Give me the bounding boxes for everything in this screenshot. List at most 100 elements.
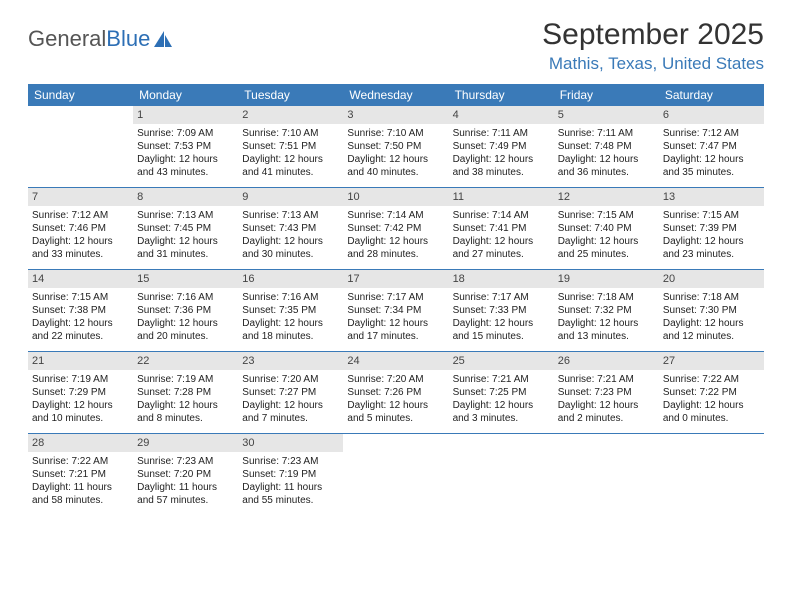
- day-cell: [28, 106, 133, 188]
- logo-word-2: Blue: [106, 26, 150, 52]
- day-cell: 21Sunrise: 7:19 AMSunset: 7:29 PMDayligh…: [28, 352, 133, 434]
- sunrise-line: Sunrise: 7:16 AM: [137, 291, 234, 304]
- daylight-line: Daylight: 12 hours and 30 minutes.: [242, 235, 339, 261]
- weekday-header: Saturday: [659, 84, 764, 106]
- day-cell: 26Sunrise: 7:21 AMSunset: 7:23 PMDayligh…: [554, 352, 659, 434]
- day-cell: 16Sunrise: 7:16 AMSunset: 7:35 PMDayligh…: [238, 270, 343, 352]
- sunrise-line: Sunrise: 7:18 AM: [558, 291, 655, 304]
- daylight-line: Daylight: 12 hours and 28 minutes.: [347, 235, 444, 261]
- sunrise-line: Sunrise: 7:14 AM: [347, 209, 444, 222]
- day-cell: 13Sunrise: 7:15 AMSunset: 7:39 PMDayligh…: [659, 188, 764, 270]
- day-cell: 7Sunrise: 7:12 AMSunset: 7:46 PMDaylight…: [28, 188, 133, 270]
- sunrise-line: Sunrise: 7:23 AM: [137, 455, 234, 468]
- day-cell: 3Sunrise: 7:10 AMSunset: 7:50 PMDaylight…: [343, 106, 448, 188]
- sunset-line: Sunset: 7:32 PM: [558, 304, 655, 317]
- sunset-line: Sunset: 7:46 PM: [32, 222, 129, 235]
- day-number: 21: [28, 352, 133, 370]
- day-number: 1: [133, 106, 238, 124]
- header: GeneralBlue September 2025 Mathis, Texas…: [28, 18, 764, 74]
- sunset-line: Sunset: 7:34 PM: [347, 304, 444, 317]
- calendar-grid: 1Sunrise: 7:09 AMSunset: 7:53 PMDaylight…: [28, 106, 764, 516]
- daylight-line: Daylight: 12 hours and 40 minutes.: [347, 153, 444, 179]
- day-number: 3: [343, 106, 448, 124]
- sunset-line: Sunset: 7:20 PM: [137, 468, 234, 481]
- sunset-line: Sunset: 7:25 PM: [453, 386, 550, 399]
- day-cell: 5Sunrise: 7:11 AMSunset: 7:48 PMDaylight…: [554, 106, 659, 188]
- sunrise-line: Sunrise: 7:17 AM: [453, 291, 550, 304]
- day-cell: 23Sunrise: 7:20 AMSunset: 7:27 PMDayligh…: [238, 352, 343, 434]
- sunrise-line: Sunrise: 7:22 AM: [663, 373, 760, 386]
- logo-sail-icon: [152, 29, 174, 49]
- sunset-line: Sunset: 7:28 PM: [137, 386, 234, 399]
- day-number: 18: [449, 270, 554, 288]
- day-cell: 10 Sunrise: 7:14 AMSunset: 7:42 PMDayligh…: [343, 188, 448, 270]
- daylight-line: Daylight: 12 hours and 27 minutes.: [453, 235, 550, 261]
- daylight-line: Daylight: 12 hours and 3 minutes.: [453, 399, 550, 425]
- daylight-line: Daylight: 12 hours and 10 minutes.: [32, 399, 129, 425]
- sunrise-line: Sunrise: 7:16 AM: [242, 291, 339, 304]
- sunset-line: Sunset: 7:49 PM: [453, 140, 550, 153]
- daylight-line: Daylight: 11 hours and 57 minutes.: [137, 481, 234, 507]
- sunset-line: Sunset: 7:19 PM: [242, 468, 339, 481]
- sunrise-line: Sunrise: 7:12 AM: [663, 127, 760, 140]
- sunset-line: Sunset: 7:51 PM: [242, 140, 339, 153]
- sunset-line: Sunset: 7:38 PM: [32, 304, 129, 317]
- day-number: 27: [659, 352, 764, 370]
- day-cell: 11Sunrise: 7:14 AMSunset: 7:41 PMDayligh…: [449, 188, 554, 270]
- logo: GeneralBlue: [28, 18, 174, 52]
- sunrise-line: Sunrise: 7:15 AM: [558, 209, 655, 222]
- day-cell: [343, 434, 448, 516]
- sunset-line: Sunset: 7:53 PM: [137, 140, 234, 153]
- calendar: SundayMondayTuesdayWednesdayThursdayFrid…: [28, 84, 764, 516]
- daylight-line: Daylight: 12 hours and 22 minutes.: [32, 317, 129, 343]
- weekday-header: Wednesday: [343, 84, 448, 106]
- day-number: 12: [554, 188, 659, 206]
- sunset-line: Sunset: 7:36 PM: [137, 304, 234, 317]
- day-number: 14: [28, 270, 133, 288]
- daylight-line: Daylight: 12 hours and 15 minutes.: [453, 317, 550, 343]
- daylight-line: Daylight: 12 hours and 17 minutes.: [347, 317, 444, 343]
- sunset-line: Sunset: 7:45 PM: [137, 222, 234, 235]
- sunset-line: Sunset: 7:48 PM: [558, 140, 655, 153]
- day-cell: 30Sunrise: 7:23 AMSunset: 7:19 PMDayligh…: [238, 434, 343, 516]
- day-number: 7: [28, 188, 133, 206]
- day-number: 15: [133, 270, 238, 288]
- day-number: 10: [343, 188, 448, 206]
- sunset-line: Sunset: 7:33 PM: [453, 304, 550, 317]
- sunrise-line: Sunrise: 7:15 AM: [32, 291, 129, 304]
- day-cell: 4Sunrise: 7:11 AMSunset: 7:49 PMDaylight…: [449, 106, 554, 188]
- sunrise-line: Sunrise: 7:10 AM: [347, 127, 444, 140]
- daylight-line: Daylight: 12 hours and 31 minutes.: [137, 235, 234, 261]
- daylight-line: Daylight: 12 hours and 41 minutes.: [242, 153, 339, 179]
- daylight-line: Daylight: 12 hours and 38 minutes.: [453, 153, 550, 179]
- day-number: 19: [554, 270, 659, 288]
- day-number: 6: [659, 106, 764, 124]
- sunrise-line: Sunrise: 7:21 AM: [453, 373, 550, 386]
- daylight-line: Daylight: 12 hours and 12 minutes.: [663, 317, 760, 343]
- sunrise-line: Sunrise: 7:10 AM: [242, 127, 339, 140]
- sunset-line: Sunset: 7:23 PM: [558, 386, 655, 399]
- weekday-header: Tuesday: [238, 84, 343, 106]
- day-cell: 1Sunrise: 7:09 AMSunset: 7:53 PMDaylight…: [133, 106, 238, 188]
- sunrise-line: Sunrise: 7:20 AM: [242, 373, 339, 386]
- day-cell: 19 Sunrise: 7:18 AMSunset: 7:32 PMDayligh…: [554, 270, 659, 352]
- day-number: 30: [238, 434, 343, 452]
- day-number: 23: [238, 352, 343, 370]
- day-cell: 2Sunrise: 7:10 AMSunset: 7:51 PMDaylight…: [238, 106, 343, 188]
- day-cell: 17Sunrise: 7:17 AMSunset: 7:34 PMDayligh…: [343, 270, 448, 352]
- daylight-line: Daylight: 12 hours and 13 minutes.: [558, 317, 655, 343]
- sunset-line: Sunset: 7:41 PM: [453, 222, 550, 235]
- sunset-line: Sunset: 7:42 PM: [347, 222, 444, 235]
- daylight-line: Daylight: 12 hours and 36 minutes.: [558, 153, 655, 179]
- day-cell: 12Sunrise: 7:15 AMSunset: 7:40 PMDayligh…: [554, 188, 659, 270]
- daylight-line: Daylight: 12 hours and 25 minutes.: [558, 235, 655, 261]
- sunrise-line: Sunrise: 7:23 AM: [242, 455, 339, 468]
- day-cell: [554, 434, 659, 516]
- sunrise-line: Sunrise: 7:18 AM: [663, 291, 760, 304]
- sunrise-line: Sunrise: 7:11 AM: [558, 127, 655, 140]
- sunrise-line: Sunrise: 7:20 AM: [347, 373, 444, 386]
- sunset-line: Sunset: 7:47 PM: [663, 140, 760, 153]
- location: Mathis, Texas, United States: [542, 54, 764, 74]
- sunset-line: Sunset: 7:21 PM: [32, 468, 129, 481]
- sunrise-line: Sunrise: 7:15 AM: [663, 209, 760, 222]
